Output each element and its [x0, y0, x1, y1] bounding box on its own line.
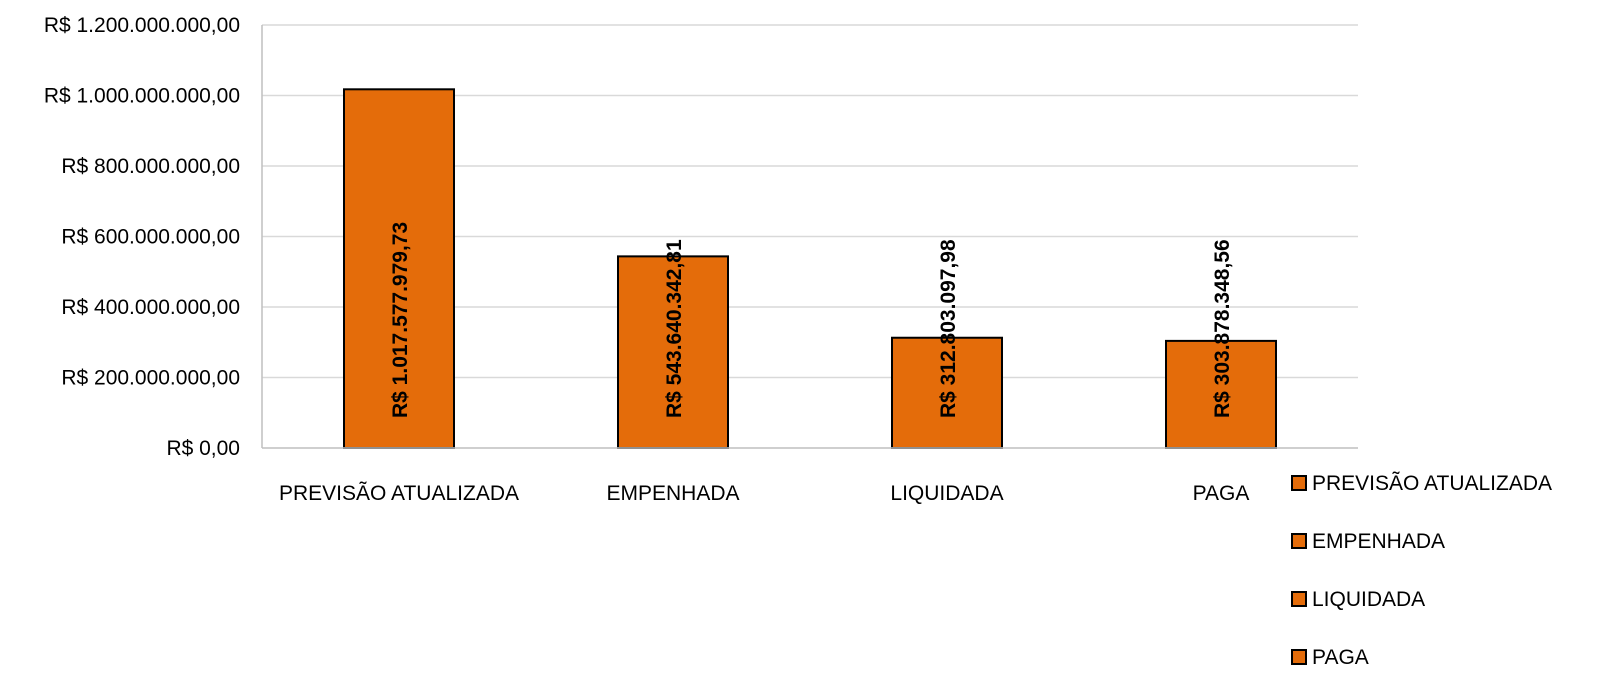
- bars: [343, 88, 1277, 450]
- legend-swatch: [1291, 475, 1307, 491]
- y-tick-label: R$ 400.000.000,00: [61, 296, 240, 319]
- y-tick-label: R$ 0,00: [166, 437, 240, 460]
- x-category-label: PREVISÃO ATUALIZADA: [279, 481, 519, 505]
- data-label: R$ 312.803.097,98: [937, 239, 960, 418]
- legend-swatch: [1291, 649, 1307, 665]
- bar: [891, 336, 1003, 449]
- legend-label: PREVISÃO ATUALIZADA: [1312, 471, 1552, 495]
- y-tick-label: R$ 1.000.000.000,00: [44, 85, 240, 108]
- y-tick-label: R$ 1.200.000.000,00: [44, 14, 240, 37]
- legend-label: LIQUIDADA: [1312, 588, 1425, 611]
- y-tick-label: R$ 200.000.000,00: [61, 367, 240, 390]
- data-label: R$ 303.878.348,56: [1211, 239, 1234, 418]
- legend: PREVISÃO ATUALIZADA EMPENHADA LIQUIDADA PAG…: [1291, 471, 1552, 669]
- legend-swatch: [1291, 533, 1307, 549]
- bar: [1165, 339, 1277, 449]
- y-axis: R$ 0,00 R$ 200.000.000,00 R$ 400.000.000,0…: [44, 14, 263, 460]
- legend-label: PAGA: [1312, 646, 1369, 669]
- data-label: R$ 1.017.577.979,73: [389, 222, 412, 418]
- bar: [617, 255, 729, 450]
- legend-swatch: [1291, 591, 1307, 607]
- x-axis: PREVISÃO ATUALIZADA EMPENHADA LIQUIDADA PAG…: [262, 447, 1358, 505]
- legend-label: EMPENHADA: [1312, 530, 1445, 553]
- data-labels: R$ 1.017.577.979,73 R$ 543.640.342,81 R$ 3…: [389, 222, 1234, 418]
- y-tick-label: R$ 800.000.000,00: [61, 155, 240, 178]
- x-category-label: PAGA: [1193, 482, 1250, 505]
- data-label: R$ 543.640.342,81: [663, 239, 686, 418]
- y-tick-label: R$ 600.000.000,00: [61, 226, 240, 249]
- x-category-label: EMPENHADA: [606, 482, 739, 505]
- x-category-label: LIQUIDADA: [890, 482, 1003, 505]
